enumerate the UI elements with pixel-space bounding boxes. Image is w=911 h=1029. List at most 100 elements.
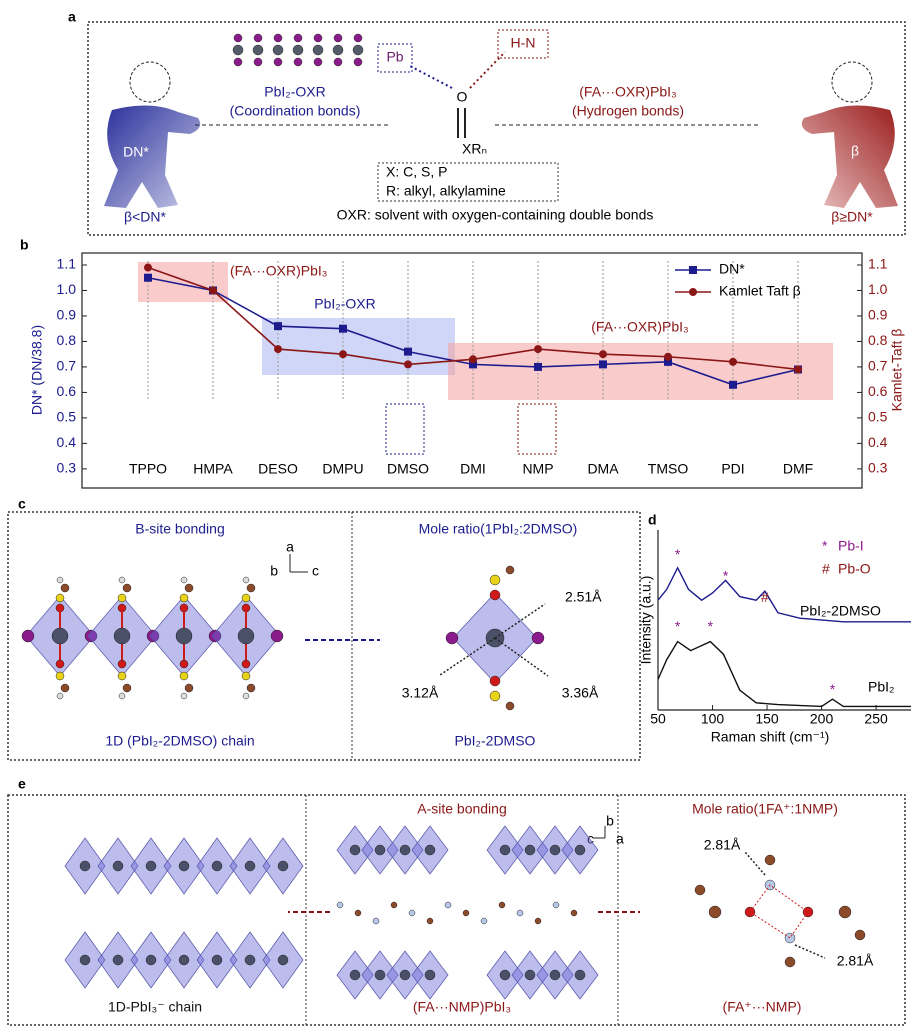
atom xyxy=(247,584,255,592)
atom xyxy=(765,855,775,865)
atom xyxy=(56,672,64,680)
atom xyxy=(238,628,254,644)
label: PbI₂-OXR xyxy=(264,84,325,100)
caption: OXR: solvent with oxygen-containing doub… xyxy=(337,207,654,223)
x-tick-label: 250 xyxy=(864,711,888,727)
atom xyxy=(517,910,523,916)
h-bond xyxy=(750,885,808,938)
marker xyxy=(339,325,347,333)
atom xyxy=(56,660,64,668)
atom xyxy=(181,577,187,583)
atom xyxy=(118,672,126,680)
atom xyxy=(490,575,500,585)
spectrum xyxy=(658,642,911,707)
marker xyxy=(144,274,152,282)
distance: 2.51Å xyxy=(565,589,602,605)
atom xyxy=(490,691,500,701)
atom xyxy=(575,845,585,855)
y-tick-label: 0.3 xyxy=(57,460,77,476)
y-tick-label: 0.5 xyxy=(57,409,77,425)
atom xyxy=(274,58,282,66)
y2-tick-label: 0.9 xyxy=(868,307,888,323)
highlight xyxy=(448,343,833,400)
label: β<DN* xyxy=(124,209,166,225)
atom xyxy=(80,955,90,965)
atom xyxy=(391,902,397,908)
atom xyxy=(253,45,263,55)
atom xyxy=(333,45,343,55)
atom xyxy=(463,910,469,916)
atom xyxy=(242,594,250,602)
atom xyxy=(375,970,385,980)
marker xyxy=(274,345,282,353)
legend-marker xyxy=(689,266,697,274)
atom xyxy=(314,34,322,42)
peak-mark: * xyxy=(723,568,729,584)
caption: (FA···NMP)PbI₃ xyxy=(413,999,511,1015)
marker xyxy=(729,358,737,366)
head xyxy=(832,62,872,102)
atom xyxy=(123,684,131,692)
atom xyxy=(785,933,795,943)
atom xyxy=(506,566,514,574)
atom xyxy=(180,660,188,668)
atom xyxy=(550,845,560,855)
label: β≥DN* xyxy=(831,209,873,225)
atom xyxy=(245,861,255,871)
atom xyxy=(254,34,262,42)
atom xyxy=(354,34,362,42)
panel-label: c xyxy=(18,496,26,512)
atom xyxy=(785,957,795,967)
atom xyxy=(525,845,535,855)
marker xyxy=(794,365,802,373)
atom xyxy=(506,702,514,710)
atom xyxy=(119,693,125,699)
atom xyxy=(350,845,360,855)
marker xyxy=(339,350,347,358)
title: B-site bonding xyxy=(135,521,225,537)
axis-letter: b xyxy=(270,563,278,579)
annotation: (FA···OXR)PbI₃ xyxy=(230,263,327,279)
axis-letter: a xyxy=(286,539,294,555)
y-axis-title: Intensity (a.u.) xyxy=(638,576,654,665)
legend-label: Kamlet Taft β xyxy=(719,283,801,299)
atom xyxy=(234,34,242,42)
atom xyxy=(181,693,187,699)
atom xyxy=(119,577,125,583)
definition: X: C, S, P xyxy=(386,164,447,180)
x-tick-label: DMSO xyxy=(387,461,429,477)
y-tick-label: 0.9 xyxy=(57,307,77,323)
atom xyxy=(113,955,123,965)
atom xyxy=(146,955,156,965)
atom xyxy=(52,628,68,644)
panel-label: a xyxy=(68,9,76,25)
atom xyxy=(400,845,410,855)
marker xyxy=(404,348,412,356)
atom xyxy=(354,58,362,66)
atom xyxy=(278,955,288,965)
title: Mole ratio(1FA⁺:1NMP) xyxy=(692,801,838,817)
x-tick-label: 50 xyxy=(650,711,666,727)
atom xyxy=(294,34,302,42)
marker xyxy=(599,360,607,368)
atom xyxy=(247,684,255,692)
x-tick-label: 200 xyxy=(810,711,834,727)
atom xyxy=(575,970,585,980)
label: (FA···OXR)PbI₃ xyxy=(579,84,676,100)
atom xyxy=(427,918,433,924)
atom xyxy=(535,918,541,924)
atom xyxy=(314,58,322,66)
x-tick-label: PDI xyxy=(721,461,744,477)
x-tick-label: HMPA xyxy=(193,461,233,477)
label: Pb xyxy=(386,49,403,65)
atom xyxy=(57,693,63,699)
atom xyxy=(334,58,342,66)
atom xyxy=(550,970,560,980)
peak-mark: # xyxy=(761,589,769,605)
annotation: (FA···OXR)PbI₃ xyxy=(591,319,688,335)
panel-label: d xyxy=(648,512,657,528)
atom xyxy=(490,590,500,600)
atom xyxy=(146,861,156,871)
marker xyxy=(534,345,542,353)
atom xyxy=(114,628,130,644)
